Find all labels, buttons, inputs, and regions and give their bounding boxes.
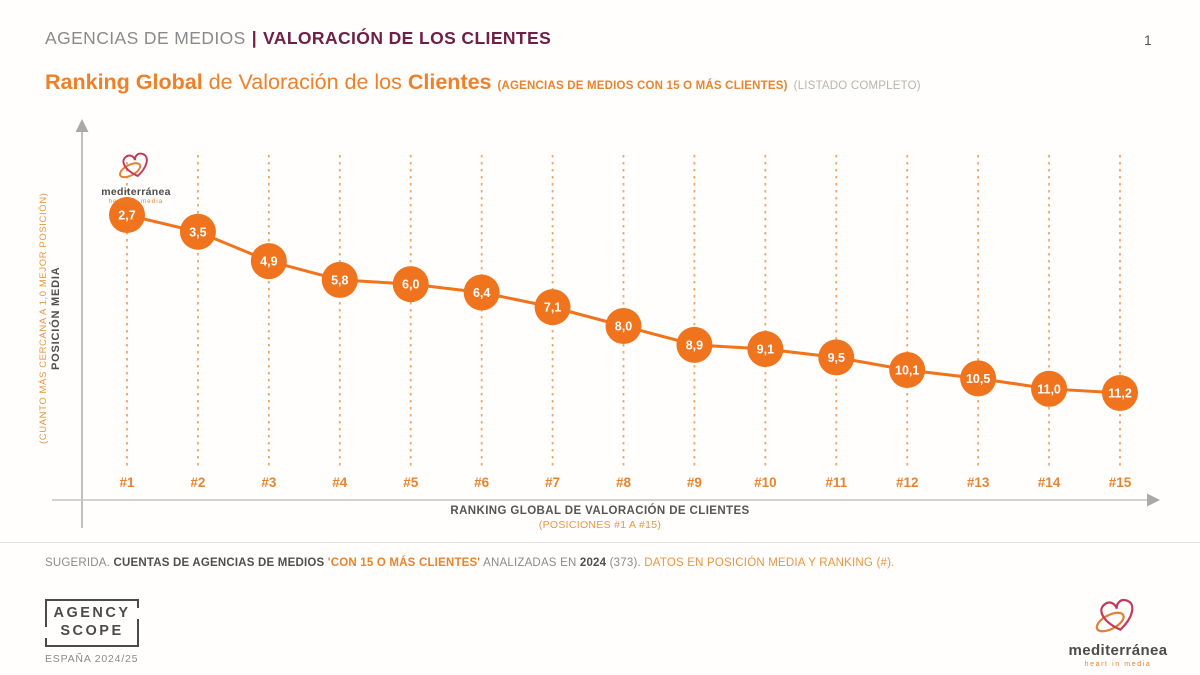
data-point-value: 6,4 — [473, 286, 490, 300]
title-subtitle-filter: (AGENCIAS DE MEDIOS CON 15 O MÁS CLIENTE… — [497, 80, 788, 92]
x-axis-title-text: RANKING GLOBAL DE VALORACIÓN DE CLIENTES — [450, 505, 750, 517]
x-tick-label: #6 — [474, 475, 490, 490]
data-point-value: 4,9 — [260, 255, 277, 269]
x-tick-label: #5 — [403, 475, 419, 490]
breadcrumb-subsection: VALORACIÓN DE LOS CLIENTES — [263, 28, 552, 48]
data-point — [179, 213, 216, 250]
title-part-regular: de Valoración de los — [202, 70, 408, 94]
data-point — [463, 274, 500, 311]
footer-divider — [0, 542, 1200, 543]
footnote-seg-2: CUENTAS DE AGENCIAS DE MEDIOS — [113, 557, 328, 569]
data-point — [889, 351, 926, 388]
data-point-value: 10,5 — [966, 372, 990, 386]
footnote-seg-5: 2024 — [579, 557, 607, 569]
data-point-value: 10,1 — [895, 363, 919, 377]
data-point — [676, 326, 713, 363]
data-point — [747, 331, 784, 368]
data-point — [1102, 375, 1138, 411]
data-point-value: 2,7 — [118, 209, 135, 223]
footnote-seg-1: SUGERIDA. — [45, 557, 114, 569]
data-point — [534, 289, 571, 326]
agency-scope-logo: AGENCY SCOPE ESPAÑA 2024/25 — [43, 599, 141, 665]
footnote-seg-4: ANALIZADAS EN — [480, 557, 580, 569]
data-point — [960, 360, 997, 397]
mediterranea-heart-icon — [119, 152, 148, 179]
chart-watermark: mediterránea heart in media — [94, 146, 178, 205]
agency-scope-line2: SCOPE — [60, 623, 124, 639]
page-number: 1 — [1144, 32, 1152, 48]
x-tick-label: #9 — [687, 475, 702, 490]
x-tick-label: #12 — [896, 475, 919, 490]
logo-border-gap-right — [135, 608, 141, 619]
data-point-value: 8,0 — [615, 319, 632, 333]
x-tick-label: #15 — [1109, 475, 1132, 490]
footnote-seg-3: 'CON 15 O MÁS CLIENTES' — [327, 557, 481, 569]
data-point-value: 11,2 — [1108, 387, 1132, 401]
watermark-tagline: heart in media — [108, 199, 164, 205]
breadcrumb-separator: | — [251, 28, 258, 48]
x-tick-label: #11 — [825, 475, 847, 490]
footnote-seg-6: (373). — [606, 557, 645, 569]
x-axis-title: RANKING GLOBAL DE VALORACIÓN DE CLIENTES… — [300, 505, 900, 531]
footnote: SUGERIDA. CUENTAS DE AGENCIAS DE MEDIOS … — [45, 557, 895, 569]
mediterranea-heart-icon — [1095, 598, 1134, 633]
footer-brand-tagline: heart in media — [1084, 661, 1152, 668]
watermark-brand-name: mediterránea — [101, 186, 171, 198]
y-axis-sublabel-text: (CUANTO MÁS CERCANA A 1,0 MEJOR POSICIÓN… — [38, 192, 49, 444]
data-point-value: 3,5 — [189, 225, 206, 239]
data-point — [392, 266, 429, 303]
x-tick-label: #3 — [261, 475, 277, 490]
title-part-bold-2: Clientes — [407, 70, 492, 94]
mediterranea-logo: mediterránea heart in media — [1066, 590, 1170, 668]
data-point-value: 8,9 — [686, 338, 703, 352]
data-point — [1031, 370, 1068, 407]
data-point — [605, 307, 642, 344]
y-axis-label-text: POSICIÓN MEDIA — [50, 266, 62, 370]
x-tick-label: #8 — [616, 475, 632, 490]
agency-scope-logo-box: AGENCY SCOPE — [43, 599, 141, 647]
x-tick-label: #4 — [332, 475, 348, 490]
title-subtitle-scope: (LISTADO COMPLETO) — [793, 80, 921, 92]
x-tick-label: #10 — [754, 475, 777, 490]
data-point-value: 9,1 — [757, 343, 774, 357]
x-tick-label: #2 — [190, 475, 205, 490]
data-point — [818, 339, 855, 376]
x-tick-label: #13 — [967, 475, 990, 490]
x-tick-label: #1 — [119, 475, 135, 490]
breadcrumb: AGENCIAS DE MEDIOS | VALORACIÓN DE LOS CLI… — [45, 28, 551, 49]
data-point-value: 9,5 — [828, 351, 845, 365]
data-point-value: 6,0 — [402, 278, 419, 292]
footer-brand-name: mediterránea — [1068, 642, 1168, 659]
page-title: Ranking Global de Valoración de los Clie… — [45, 70, 921, 95]
breadcrumb-section: AGENCIAS DE MEDIOS — [45, 28, 246, 48]
data-point-value: 7,1 — [544, 301, 561, 315]
x-axis-subtitle-text: (POSICIONES #1 A #15) — [538, 519, 662, 531]
title-part-bold-1: Ranking Global — [45, 70, 203, 94]
data-point-value: 11,0 — [1037, 382, 1061, 396]
data-point-value: 5,8 — [331, 273, 348, 287]
x-tick-label: #14 — [1038, 475, 1061, 490]
data-point — [250, 243, 287, 280]
data-point — [321, 261, 358, 298]
agency-scope-line1: AGENCY — [53, 605, 131, 622]
agency-scope-edition: ESPAÑA 2024/25 — [45, 653, 139, 665]
footnote-seg-7: DATOS EN POSICIÓN MEDIA Y RANKING (#). — [644, 557, 895, 569]
y-axis-label: (CUANTO MÁS CERCANA A 1,0 MEJOR POSICIÓN… — [38, 158, 62, 478]
logo-border-gap-left — [43, 627, 49, 638]
x-tick-label: #7 — [545, 475, 560, 490]
